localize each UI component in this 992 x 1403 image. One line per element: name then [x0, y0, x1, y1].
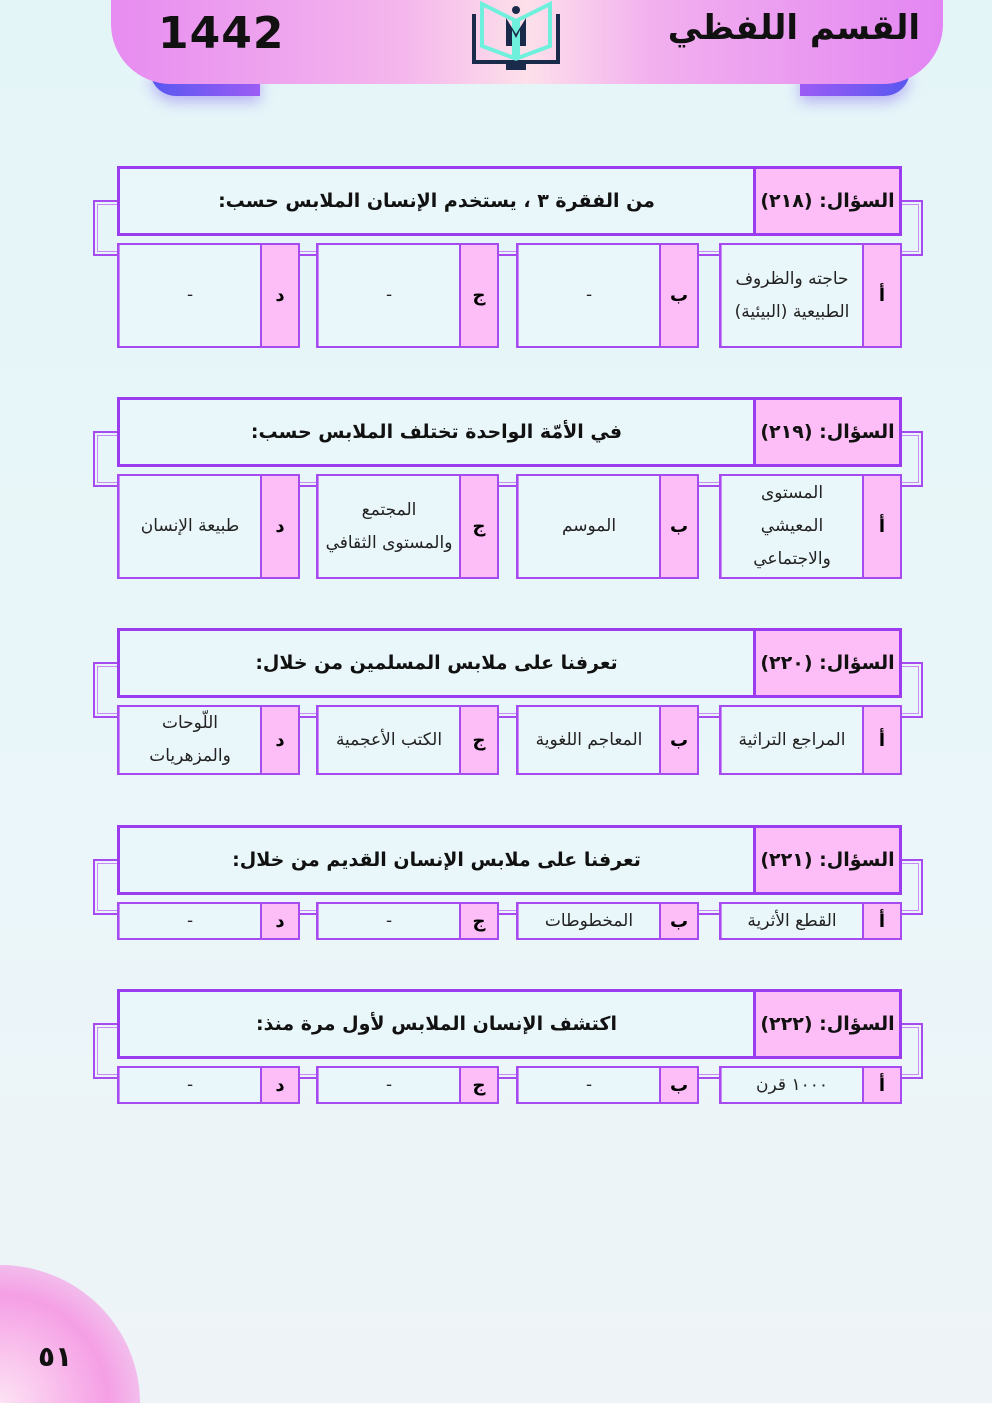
option-letter: ب: [659, 904, 697, 938]
question-text: في الأمّة الواحدة تختلف الملابس حسب:: [250, 421, 623, 443]
question-number: السؤال: (٢١٨): [753, 169, 899, 233]
option-1[interactable]: ب -: [516, 243, 699, 348]
question-number: السؤال: (٢٢٢): [753, 992, 899, 1056]
question-text: من الفقرة ٣ ، يستخدم الإنسان الملابس حسب…: [218, 190, 655, 212]
decorative-blob: [0, 1265, 140, 1403]
option-letter: د: [260, 707, 298, 773]
option-2[interactable]: ج المجتمع والمستوى الثقافي: [316, 474, 499, 579]
question-header: السؤال: (٢٢٠) تعرفنا على ملابس المسلمين …: [117, 628, 902, 698]
question-text: تعرفنا على ملابس المسلمين من خلال:: [255, 652, 618, 674]
option-1[interactable]: ب المخطوطات: [516, 902, 699, 940]
option-text: -: [518, 245, 659, 346]
option-1[interactable]: ب المعاجم اللغوية: [516, 705, 699, 775]
option-text: المراجع التراثية: [721, 707, 862, 773]
option-text: حاجته والظروف الطبيعية (البيئية): [721, 245, 862, 346]
option-letter: د: [260, 904, 298, 938]
option-letter: د: [260, 1068, 298, 1102]
question-block: السؤال: (٢٢١) تعرفنا على ملابس الإنسان ا…: [93, 825, 923, 940]
question-block: السؤال: (٢٢٠) تعرفنا على ملابس المسلمين …: [93, 628, 923, 775]
option-letter: أ: [862, 707, 900, 773]
option-3[interactable]: د -: [117, 902, 300, 940]
option-letter: ب: [659, 245, 697, 346]
question-header: السؤال: (٢١٨) من الفقرة ٣ ، يستخدم الإنس…: [117, 166, 902, 236]
option-3[interactable]: د طبيعة الإنسان: [117, 474, 300, 579]
option-letter: أ: [862, 476, 900, 577]
option-text: -: [318, 904, 459, 938]
option-text: المستوى المعيشي والاجتماعي: [721, 476, 862, 577]
option-0[interactable]: أ القطع الأثرية: [719, 902, 902, 940]
question-block: السؤال: (٢٢٢) اكتشف الإنسان الملابس لأول…: [93, 989, 923, 1104]
question-header: السؤال: (٢٢٢) اكتشف الإنسان الملابس لأول…: [117, 989, 902, 1059]
option-letter: ب: [659, 707, 697, 773]
option-letter: ج: [459, 245, 497, 346]
option-text: الموسم: [518, 476, 659, 577]
option-3[interactable]: د اللّوحات والمزهريات: [117, 705, 300, 775]
option-0[interactable]: أ المستوى المعيشي والاجتماعي: [719, 474, 902, 579]
question-block: السؤال: (٢١٨) من الفقرة ٣ ، يستخدم الإنس…: [93, 166, 923, 348]
question-text: اكتشف الإنسان الملابس لأول مرة منذ:: [256, 1013, 617, 1035]
question-number: السؤال: (٢١٩): [753, 400, 899, 464]
header-year: 1442: [158, 8, 285, 59]
option-1[interactable]: ب -: [516, 1066, 699, 1104]
option-text: -: [318, 245, 459, 346]
option-text: المخطوطات: [518, 904, 659, 938]
option-text: القطع الأثرية: [721, 904, 862, 938]
option-2[interactable]: ج -: [316, 902, 499, 940]
question-number: السؤال: (٢٢٠): [753, 631, 899, 695]
header-title: القسم اللفظي: [667, 8, 920, 48]
option-0[interactable]: أ ١٠٠٠ قرن: [719, 1066, 902, 1104]
option-0[interactable]: أ المراجع التراثية: [719, 705, 902, 775]
option-2[interactable]: ج -: [316, 1066, 499, 1104]
option-text: -: [119, 904, 260, 938]
option-text: طبيعة الإنسان: [119, 476, 260, 577]
book-m-logo-icon: [472, 0, 560, 70]
option-2[interactable]: ج الكتب الأعجمية: [316, 705, 499, 775]
option-letter: أ: [862, 904, 900, 938]
question-header: السؤال: (٢١٩) في الأمّة الواحدة تختلف ال…: [117, 397, 902, 467]
option-3[interactable]: د -: [117, 243, 300, 348]
option-0[interactable]: أ حاجته والظروف الطبيعية (البيئية): [719, 243, 902, 348]
option-text: -: [119, 1068, 260, 1102]
option-text: المجتمع والمستوى الثقافي: [318, 476, 459, 577]
option-2[interactable]: ج -: [316, 243, 499, 348]
option-letter: ج: [459, 707, 497, 773]
question-header: السؤال: (٢٢١) تعرفنا على ملابس الإنسان ا…: [117, 825, 902, 895]
option-letter: ب: [659, 1068, 697, 1102]
option-letter: د: [260, 476, 298, 577]
page-number: ٥١: [38, 1340, 73, 1373]
option-letter: ج: [459, 476, 497, 577]
option-letter: أ: [862, 245, 900, 346]
option-text: -: [518, 1068, 659, 1102]
option-1[interactable]: ب الموسم: [516, 474, 699, 579]
option-letter: ج: [459, 1068, 497, 1102]
option-text: -: [318, 1068, 459, 1102]
option-text: المعاجم اللغوية: [518, 707, 659, 773]
question-block: السؤال: (٢١٩) في الأمّة الواحدة تختلف ال…: [93, 397, 923, 579]
option-letter: ب: [659, 476, 697, 577]
option-letter: أ: [862, 1068, 900, 1102]
option-text: اللّوحات والمزهريات: [119, 707, 260, 773]
question-text: تعرفنا على ملابس الإنسان القديم من خلال:: [232, 849, 641, 871]
option-letter: د: [260, 245, 298, 346]
option-text: -: [119, 245, 260, 346]
option-text: الكتب الأعجمية: [318, 707, 459, 773]
option-3[interactable]: د -: [117, 1066, 300, 1104]
option-text: ١٠٠٠ قرن: [721, 1068, 862, 1102]
option-letter: ج: [459, 904, 497, 938]
question-number: السؤال: (٢٢١): [753, 828, 899, 892]
